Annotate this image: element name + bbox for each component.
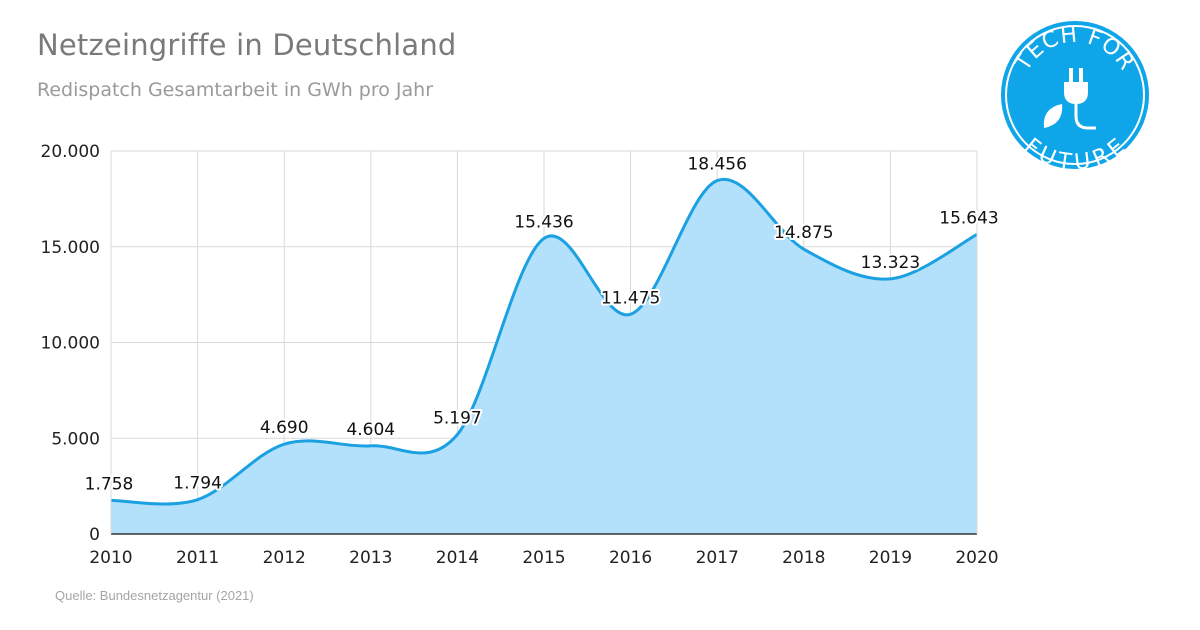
x-tick-label: 2013 (349, 548, 392, 568)
plug-icon (1064, 68, 1096, 130)
x-tick-label: 2014 (436, 548, 479, 568)
series-line (110, 177, 978, 506)
data-label: 15.436 (514, 212, 573, 232)
data-label: 4.690 (260, 418, 309, 438)
y-tick-label: 5.000 (51, 429, 100, 449)
x-tick-label: 2016 (609, 548, 652, 568)
logo-ring (1005, 25, 1145, 165)
y-tick-label: 20.000 (41, 142, 100, 162)
data-label: 13.323 (861, 253, 920, 273)
x-tick-label: 2019 (869, 548, 912, 568)
x-tick-label: 2011 (176, 548, 219, 568)
chart-subtitle: Redispatch Gesamtarbeit in GWh pro Jahr (37, 79, 434, 101)
source-note: Quelle: Bundesnetzagentur (2021) (55, 588, 254, 603)
axis-layer (110, 151, 978, 535)
data-label: 14.875 (774, 223, 833, 243)
leaf-icon (1043, 104, 1063, 128)
data-label: 5.197 (433, 408, 482, 428)
data-label: 18.456 (687, 155, 746, 175)
data-label: 11.475 (601, 288, 660, 308)
data-label: 15.643 (939, 208, 998, 228)
x-tick-label: 2012 (263, 548, 306, 568)
y-tick-label: 0 (89, 525, 100, 545)
data-label: 4.604 (346, 420, 395, 440)
x-tick-label: 2020 (955, 548, 998, 568)
area-layer (110, 177, 978, 534)
data-label: 1.758 (85, 474, 134, 494)
label-layer: 0 5.000 10.000 15.000 20.000 2010 2011 2012 2013… (41, 142, 1001, 568)
y-tick-label: 10.000 (41, 334, 100, 354)
tech-for-future-logo: TECH FOR FUTURE (1001, 21, 1149, 170)
series-area (111, 179, 977, 534)
chart-title: Netzeingriffe in Deutschland (37, 28, 457, 62)
data-label: 1.794 (173, 474, 222, 494)
x-tick-label: 2010 (89, 548, 132, 568)
x-tick-label: 2018 (782, 548, 825, 568)
x-tick-label: 2017 (696, 548, 739, 568)
y-tick-label: 15.000 (41, 238, 100, 258)
x-tick-label: 2015 (522, 548, 565, 568)
